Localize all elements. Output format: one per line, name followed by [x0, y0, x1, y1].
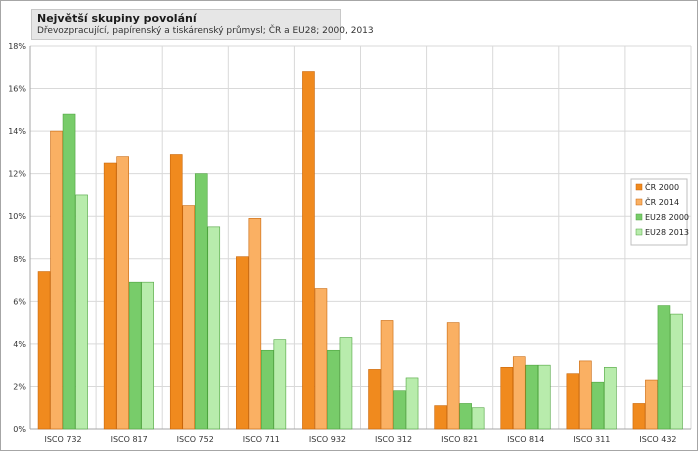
- bar: [339, 337, 353, 430]
- bar: [236, 256, 249, 430]
- bar: [537, 364, 551, 430]
- bar: [273, 339, 287, 430]
- bar: [50, 130, 63, 430]
- x-tick-label: ISCO 821: [441, 435, 478, 444]
- x-tick-label: ISCO 932: [309, 435, 346, 444]
- bar: [657, 305, 671, 430]
- bar: [380, 320, 394, 430]
- legend-label: EU28 2013: [645, 228, 689, 237]
- legend-label: EU28 2000: [645, 213, 689, 222]
- bar: [591, 381, 605, 430]
- bar: [368, 369, 381, 430]
- bar: [566, 373, 580, 430]
- y-tick-label: 0%: [13, 425, 26, 434]
- legend-swatch: [635, 213, 643, 221]
- x-tick-label: ISCO 752: [177, 435, 214, 444]
- legend-swatch: [635, 183, 643, 191]
- bar: [128, 281, 142, 430]
- x-tick-label: ISCO 311: [573, 435, 610, 444]
- x-tick-label: ISCO 732: [44, 435, 81, 444]
- bar: [512, 356, 526, 430]
- bar: [393, 390, 406, 430]
- bar: [261, 349, 274, 430]
- bar: [302, 71, 315, 430]
- bar: [248, 218, 262, 430]
- title-box: Největší skupiny povolání Dřevozpracujíc…: [31, 9, 374, 40]
- legend-label: ČR 2014: [645, 196, 679, 207]
- x-tick-label: ISCO 432: [639, 435, 676, 444]
- bar: [75, 194, 88, 430]
- x-tick-label: ISCO 711: [243, 435, 280, 444]
- y-tick-label: 4%: [13, 340, 26, 349]
- y-tick-label: 2%: [13, 382, 26, 391]
- legend-swatch: [635, 198, 643, 206]
- y-tick-label: 14%: [8, 127, 26, 136]
- y-tick-label: 10%: [8, 212, 26, 221]
- bar: [169, 154, 183, 430]
- bar: [604, 366, 617, 430]
- bar: [525, 364, 539, 430]
- legend-swatch: [635, 228, 643, 236]
- bar: [471, 407, 485, 430]
- x-tick-label: ISCO 814: [507, 435, 544, 444]
- y-tick-label: 18%: [8, 42, 26, 51]
- y-tick-label: 6%: [13, 297, 26, 306]
- bar: [459, 403, 472, 430]
- bar: [207, 226, 221, 430]
- y-tick-label: 16%: [8, 85, 26, 94]
- bar: [103, 162, 117, 430]
- bar: [405, 377, 419, 430]
- bar: [327, 349, 340, 430]
- chart-subtitle: Dřevozpracující, papírenský a tiskárensk…: [37, 26, 374, 36]
- x-tick-label: ISCO 312: [375, 435, 412, 444]
- bar: [632, 403, 646, 430]
- bar: [194, 173, 208, 430]
- bar: [500, 366, 514, 430]
- bar: [37, 271, 51, 430]
- bar: [434, 405, 447, 430]
- bar: [446, 322, 460, 430]
- bar: [314, 288, 328, 430]
- bar: [141, 281, 154, 430]
- x-tick-label: ISCO 817: [111, 435, 148, 444]
- bar: [116, 156, 129, 430]
- legend-label: ČR 2000: [645, 181, 679, 192]
- bar: [62, 113, 76, 430]
- bar: [182, 205, 196, 430]
- y-tick-label: 12%: [8, 170, 26, 179]
- bar: [579, 360, 592, 430]
- bar: [645, 379, 658, 430]
- y-tick-label: 8%: [13, 255, 26, 264]
- bar: [670, 313, 683, 430]
- chart-title: Největší skupiny povolání: [37, 12, 197, 25]
